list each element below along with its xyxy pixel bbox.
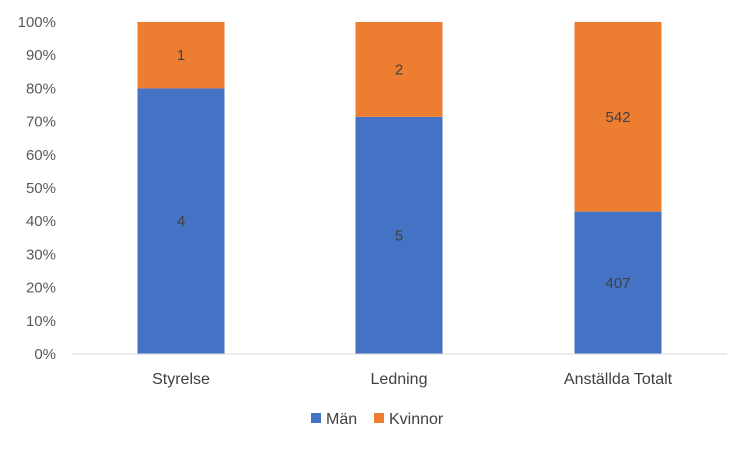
bar-segment: [137, 22, 225, 89]
y-tick-label: 60%: [26, 147, 56, 164]
y-tick-label: 50%: [26, 180, 56, 197]
y-tick-label: 100%: [18, 14, 56, 31]
category-label: Anställda Totalt: [564, 371, 673, 388]
data-label: 1: [177, 47, 185, 64]
y-axis-ticks: 0% 10% 20% 30% 40% 50% 60% 70% 80% 90% 100%: [18, 14, 56, 363]
category-labels: Styrelse Ledning Anställda Totalt: [152, 371, 673, 388]
data-label: 5: [395, 227, 403, 244]
bar-segment: [355, 116, 443, 354]
y-tick-label: 40%: [26, 213, 56, 230]
category-label: Styrelse: [152, 371, 210, 388]
data-labels: 4 1 5 2 407 542: [177, 47, 631, 292]
category-label: Ledning: [371, 371, 428, 388]
bar-segment: [355, 22, 443, 117]
y-tick-label: 0%: [34, 346, 56, 363]
data-label: 407: [605, 275, 630, 292]
bar-segment: [574, 211, 662, 354]
y-tick-label: 10%: [26, 313, 56, 330]
legend-swatch: [374, 413, 384, 423]
y-tick-label: 70%: [26, 114, 56, 131]
bar-segment: [137, 88, 225, 355]
legend-swatch: [311, 413, 321, 423]
data-label: 542: [605, 109, 630, 126]
data-label: 4: [177, 213, 185, 230]
y-tick-label: 80%: [26, 80, 56, 97]
legend-label: Kvinnor: [389, 411, 444, 428]
legend: Män Kvinnor: [311, 411, 444, 428]
y-tick-label: 30%: [26, 246, 56, 263]
legend-label: Män: [326, 411, 357, 428]
y-tick-label: 20%: [26, 280, 56, 297]
bar-segment: [574, 22, 662, 212]
y-tick-label: 90%: [26, 47, 56, 64]
bars: [137, 22, 662, 355]
data-label: 2: [395, 61, 403, 78]
